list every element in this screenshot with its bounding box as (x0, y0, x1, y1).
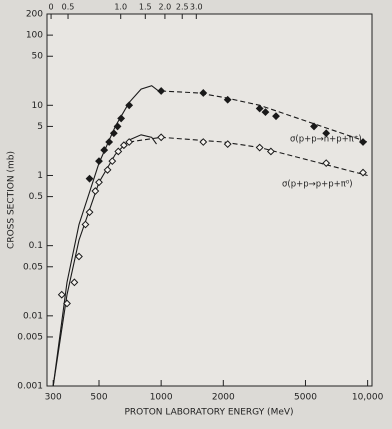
curve-label: σ(p+p→p+p+π⁰) (282, 180, 353, 190)
data-point (255, 143, 264, 152)
y-axis-label: CROSS SECTION (mb) (7, 151, 17, 249)
y-tick-label: 50 (32, 52, 44, 62)
data-point (261, 108, 270, 117)
x-tick-label: 500 (90, 393, 107, 403)
data-point (85, 174, 94, 183)
x-axis-label: PROTON LABORATORY ENERGY (MeV) (124, 408, 293, 418)
y-tick-label: 5 (37, 122, 43, 132)
y-tick-label: 200 (26, 10, 43, 20)
x2-tick-label: 1.0 (114, 3, 127, 12)
x2-tick-label: 2.0 (159, 3, 172, 12)
x-tick-label: 5000 (294, 393, 317, 403)
x-tick-label: 300 (45, 393, 62, 403)
data-point (63, 299, 71, 308)
y-tick-label: 0.05 (23, 262, 43, 272)
y-tick-label: 0.01 (23, 311, 43, 321)
fit-curve (129, 136, 368, 177)
data-point (57, 290, 66, 299)
data-point (103, 166, 112, 174)
curve-label: σ(p+p→n+p+π⁺) (290, 135, 362, 145)
y-tick-label: 1 (37, 171, 43, 181)
data-point (157, 133, 166, 142)
data-point (157, 87, 166, 95)
data-point (85, 208, 94, 217)
x-tick-label: 10,000 (352, 393, 384, 403)
data-point (95, 178, 103, 187)
data-point (223, 95, 232, 104)
y-tick-label: 100 (26, 31, 43, 41)
data-point (119, 141, 128, 150)
fit-curve (161, 90, 368, 143)
data-point (95, 157, 103, 166)
y-tick-label: 0.5 (29, 192, 43, 202)
data-point (255, 104, 264, 113)
data-point (75, 252, 83, 261)
data-point (322, 129, 331, 138)
plot-frame (46, 13, 373, 387)
data-point (199, 138, 208, 146)
data-point (70, 278, 79, 287)
x2-tick-label: 1.5 (139, 3, 152, 12)
data-point (272, 112, 280, 121)
data-point (322, 159, 331, 168)
data-point (114, 147, 123, 156)
data-point (223, 140, 232, 149)
y-tick-label: 0.001 (17, 382, 43, 392)
x2-tick-label: 2.5 (176, 3, 189, 12)
data-point (117, 114, 126, 123)
data-point (108, 157, 117, 166)
data-point (310, 122, 318, 131)
data-point (199, 89, 208, 97)
y-tick-label: 10 (32, 101, 44, 111)
data-point (266, 147, 275, 156)
x-tick-label: 1000 (150, 393, 173, 403)
y-tick-label: 0.005 (17, 332, 43, 342)
x2-tick-label: 0.5 (62, 3, 75, 12)
data-point (113, 122, 122, 131)
data-point (359, 168, 367, 177)
data-point (81, 220, 90, 229)
data-point (100, 146, 109, 154)
data-point (105, 138, 114, 146)
data-point (91, 187, 100, 195)
data-point (359, 138, 367, 146)
fit-curve (52, 134, 157, 387)
data-point (109, 129, 118, 138)
data-point (125, 138, 134, 146)
x2-tick-label: 0 (49, 3, 54, 12)
x2-tick-label: 3.0 (190, 3, 203, 12)
x-tick-label: 2000 (212, 393, 235, 403)
y-tick-label: 0.1 (29, 241, 43, 251)
data-point (125, 101, 134, 110)
